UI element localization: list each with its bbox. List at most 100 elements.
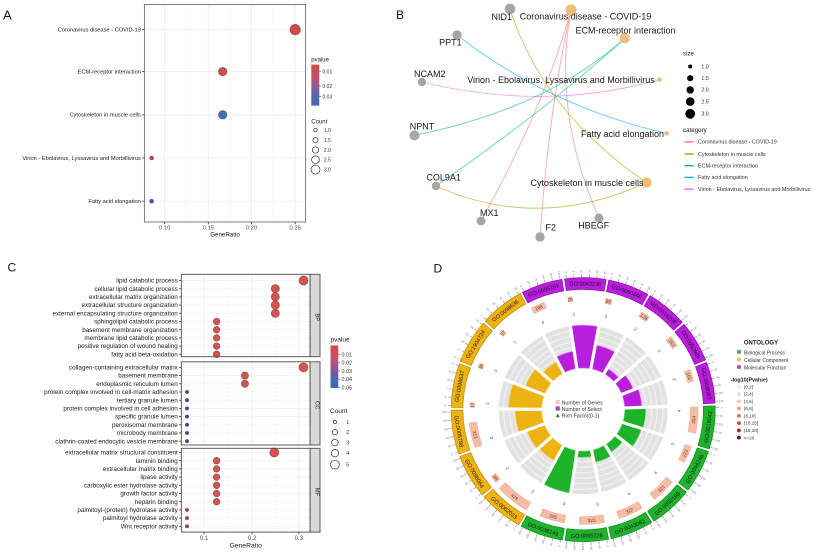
svg-text:clathrin-coated endocytic vesi: clathrin-coated endocytic vesicle membra… — [55, 438, 178, 445]
svg-text:Coronavirus disease - COVID-19: Coronavirus disease - COVID-19 — [698, 140, 777, 146]
svg-text:0.04: 0.04 — [342, 377, 353, 383]
svg-text:160: 160 — [719, 399, 724, 403]
svg-text:ONTOLOGY: ONTOLOGY — [744, 340, 778, 346]
svg-text:0.15: 0.15 — [203, 225, 214, 231]
svg-text:1.0: 1.0 — [701, 64, 708, 70]
svg-text:(2,4]: (2,4] — [744, 392, 753, 397]
svg-text:MX1: MX1 — [480, 208, 499, 218]
svg-text:3.0: 3.0 — [701, 112, 708, 118]
svg-text:Coronavirus disease - COVID-19: Coronavirus disease - COVID-19 — [520, 12, 652, 22]
svg-text:COL9A1: COL9A1 — [426, 173, 461, 183]
svg-text:315: 315 — [442, 410, 447, 414]
svg-text:29: 29 — [567, 297, 573, 303]
svg-text:0.02: 0.02 — [342, 361, 353, 367]
svg-text:cellular lipid catabolic proce: cellular lipid catabolic process — [94, 286, 177, 293]
svg-text:1.0: 1.0 — [324, 128, 331, 134]
svg-text:GO:0043236: GO:0043236 — [569, 281, 601, 288]
svg-text:2.5: 2.5 — [324, 158, 331, 164]
svg-text:extracellular structure organi: extracellular structure organization — [82, 302, 179, 309]
svg-text:microbody membrane: microbody membrane — [117, 430, 178, 437]
svg-text:0.05: 0.05 — [342, 385, 353, 391]
svg-text:Number of Select: Number of Select — [562, 407, 603, 413]
svg-text:1: 1 — [346, 420, 349, 426]
svg-text:ECM-receptor interaction: ECM-receptor interaction — [78, 70, 141, 76]
svg-text:GeneRatio: GeneRatio — [210, 232, 240, 239]
svg-text:0.03: 0.03 — [342, 369, 353, 375]
svg-text:(0,2]: (0,2] — [744, 384, 753, 389]
svg-text:Number of Genes: Number of Genes — [562, 401, 603, 407]
svg-text:(6,8]: (6,8] — [744, 406, 753, 411]
svg-text:B: B — [396, 8, 404, 22]
svg-text:category: category — [683, 127, 708, 134]
svg-text:0.3: 0.3 — [295, 535, 304, 542]
svg-text:MF: MF — [313, 488, 319, 497]
svg-text:Cellular Component: Cellular Component — [744, 358, 789, 364]
svg-text:extracellular matrix binding: extracellular matrix binding — [103, 466, 178, 473]
svg-text:2.0: 2.0 — [701, 88, 708, 94]
svg-text:(8,10]: (8,10] — [744, 413, 756, 418]
svg-text:323: 323 — [588, 518, 597, 524]
svg-text:0.10: 0.10 — [159, 225, 170, 231]
svg-text:positive regulation of wound h: positive regulation of wound healing — [78, 343, 179, 350]
svg-text:NID1: NID1 — [492, 12, 513, 22]
svg-text:Wnt receptor activity: Wnt receptor activity — [121, 523, 179, 530]
svg-text:Cytoskeleton in muscle cells: Cytoskeleton in muscle cells — [698, 152, 766, 158]
svg-text:heparin binding: heparin binding — [135, 499, 179, 506]
svg-text:195: 195 — [581, 545, 585, 550]
svg-text:NPNT: NPNT — [410, 122, 435, 132]
svg-text:carboxylic ester hydrolase act: carboxylic ester hydrolase activity — [84, 482, 179, 489]
svg-text:135: 135 — [718, 422, 724, 427]
svg-text:PPT1: PPT1 — [439, 38, 462, 48]
svg-text:lipase activity: lipase activity — [140, 474, 178, 481]
svg-text:ECM-receptor interaction: ECM-receptor interaction — [698, 164, 758, 170]
svg-text:0.25: 0.25 — [290, 225, 301, 231]
svg-text:C: C — [8, 261, 17, 275]
svg-text:ECM-receptor interaction: ECM-receptor interaction — [575, 26, 675, 36]
svg-text:1.5: 1.5 — [324, 138, 331, 144]
svg-text:0.01: 0.01 — [342, 353, 353, 359]
svg-text:2.0: 2.0 — [324, 148, 331, 154]
svg-text:Cytoskeleton in muscle cells: Cytoskeleton in muscle cells — [530, 178, 644, 188]
svg-text:130: 130 — [589, 545, 593, 550]
svg-text:extracellular matrix organizat: extracellular matrix organization — [89, 294, 178, 301]
svg-text:peroxisomal membrane: peroxisomal membrane — [112, 422, 178, 429]
svg-text:Virion - Ebolavirus, Lyssaviru: Virion - Ebolavirus, Lyssavirus and Morb… — [467, 75, 655, 85]
svg-text:260: 260 — [572, 545, 576, 550]
svg-text:protein complex involved in ce: protein complex involved in cell adhesio… — [63, 406, 178, 413]
svg-text:lipid catabolic process: lipid catabolic process — [116, 278, 178, 285]
svg-text:Virion - Ebolavirus, Lyssaviru: Virion - Ebolavirus, Lyssavirus and Morb… — [698, 187, 811, 193]
svg-text:4: 4 — [346, 451, 349, 457]
svg-text:1.5: 1.5 — [701, 76, 708, 82]
svg-text:Molecular Function: Molecular Function — [744, 366, 786, 372]
svg-text:3: 3 — [346, 441, 349, 447]
svg-text:3.0: 3.0 — [324, 167, 331, 173]
svg-text:specific granule lumen: specific granule lumen — [115, 414, 178, 421]
svg-text:CC: CC — [313, 401, 319, 409]
svg-text:A: A — [3, 8, 12, 23]
svg-text:laminin binding: laminin binding — [136, 458, 179, 465]
svg-text:protein complex involved in ce: protein complex involved in cell-matrix … — [44, 389, 178, 396]
svg-text:-log10(Pvalue): -log10(Pvalue) — [731, 377, 768, 383]
svg-text:tertiary granule lumen: tertiary granule lumen — [117, 397, 178, 404]
svg-text:external encapsulating structu: external encapsulating structure organiz… — [52, 310, 178, 317]
svg-text:5: 5 — [346, 463, 349, 469]
svg-text:Fatty acid elongation: Fatty acid elongation — [581, 129, 664, 139]
svg-text:Fatty acid elongation: Fatty acid elongation — [698, 175, 748, 181]
svg-text:basement membrane: basement membrane — [118, 373, 178, 380]
svg-text:2: 2 — [346, 430, 349, 436]
svg-text:0.03: 0.03 — [323, 95, 333, 101]
svg-text:Biological Process: Biological Process — [744, 351, 785, 357]
svg-text:basement membrane organization: basement membrane organization — [82, 327, 178, 334]
svg-text:Cytoskeleton in muscle cells: Cytoskeleton in muscle cells — [69, 113, 141, 119]
svg-text:0.2: 0.2 — [248, 535, 257, 542]
svg-text:(10,15]: (10,15] — [744, 421, 758, 426]
svg-text:fatty acid beta-oxidation: fatty acid beta-oxidation — [111, 351, 178, 358]
svg-text:size: size — [683, 51, 695, 58]
svg-text:BP: BP — [313, 313, 319, 321]
svg-text:Rich Factor(0-1): Rich Factor(0-1) — [562, 413, 600, 419]
svg-text:Virion - Ebolavirus, Lyssaviru: Virion - Ebolavirus, Lyssavirus and Morb… — [22, 156, 141, 162]
svg-text:0.02: 0.02 — [323, 84, 333, 90]
svg-text:GO:0065228: GO:0065228 — [571, 533, 603, 540]
svg-text:membrane lipid catabolic proce: membrane lipid catabolic process — [84, 335, 177, 342]
svg-text:Count: Count — [311, 120, 327, 126]
